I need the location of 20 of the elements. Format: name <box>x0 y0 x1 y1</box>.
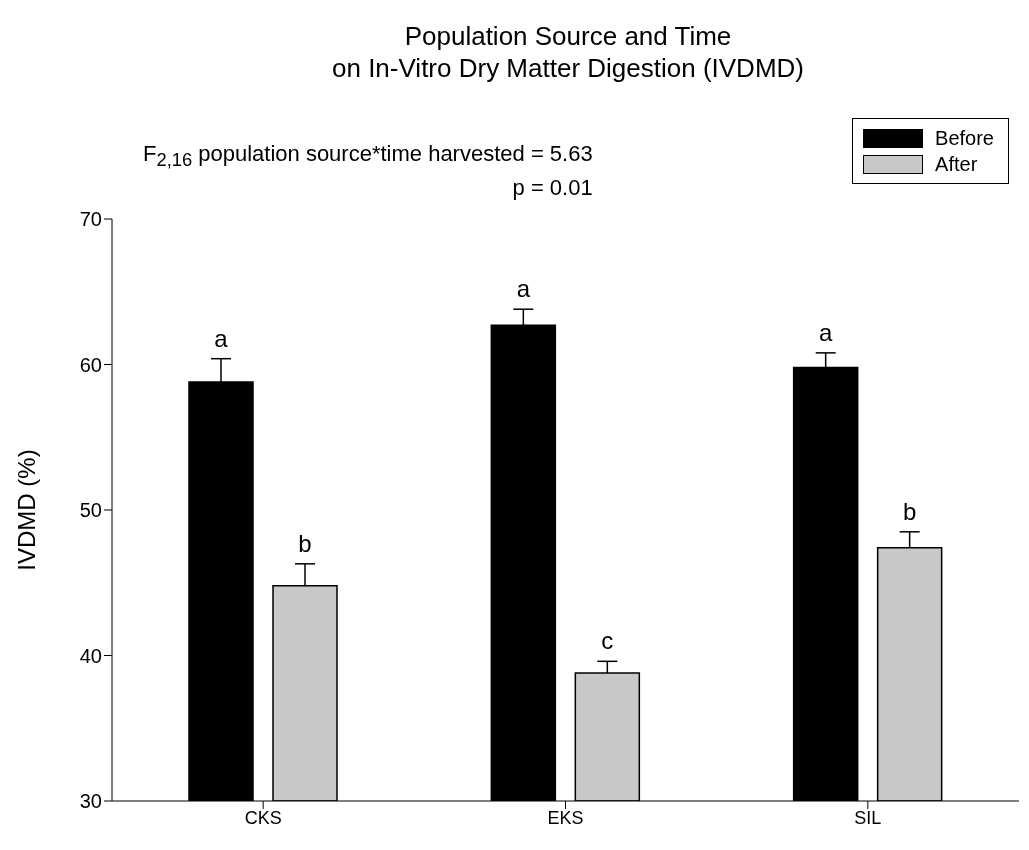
y-tick-label: 30 <box>79 790 102 813</box>
x-tick-label: EKS <box>547 807 584 828</box>
y-tick-label: 70 <box>79 208 102 231</box>
data-label: a <box>516 275 531 303</box>
text: p = 0.01 <box>511 174 593 203</box>
text: F$_{2,16}$ population source*time harvested = 5.63 <box>143 140 593 173</box>
y-tick-label: 60 <box>79 353 102 376</box>
legend-label: Before <box>935 126 994 150</box>
y-tick-label: 50 <box>79 499 102 522</box>
y-tick-label: 40 <box>79 644 102 667</box>
data-label: b <box>902 497 917 525</box>
x-tick-label: SIL <box>854 807 882 828</box>
data-label: b <box>298 529 312 557</box>
y-axis-title: IVDMD (%) <box>12 449 40 571</box>
legend-label: After <box>935 152 978 176</box>
data-label: c <box>601 627 614 655</box>
chart-title: Population Source and Time on In-Vitro Dry Matter Digestion (IVDMD) <box>331 20 805 84</box>
data-label: a <box>818 318 833 346</box>
data-label: a <box>214 324 229 352</box>
x-tick-label: CKS <box>244 807 282 828</box>
